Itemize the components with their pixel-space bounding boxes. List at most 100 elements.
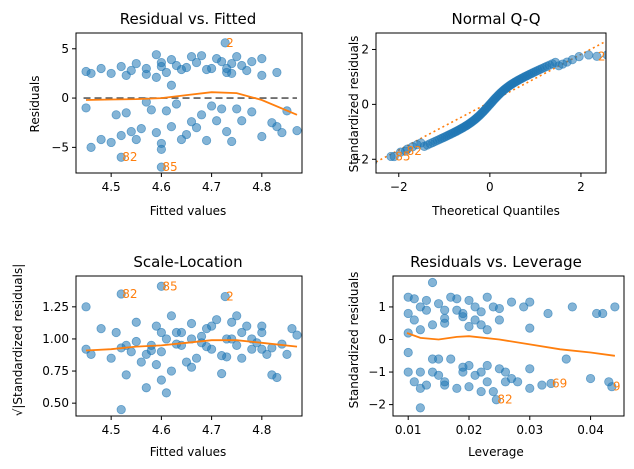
data-point [257, 344, 267, 354]
panel-title: Normal Q-Q [451, 10, 540, 28]
data-point [458, 362, 468, 372]
data-point [452, 305, 462, 315]
data-point [176, 327, 187, 338]
data-point [574, 52, 584, 62]
y-axis-label: Standardized residuals [347, 272, 361, 409]
outlier-label: 85 [162, 279, 177, 293]
y-axis-label: Standardized residuals [347, 36, 361, 173]
data-point [491, 395, 501, 405]
data-point [220, 38, 230, 48]
data-point [106, 137, 116, 148]
data-point [111, 327, 121, 338]
data-point [207, 101, 217, 111]
data-point [131, 134, 141, 145]
y-tick-label: 0 [61, 91, 69, 105]
data-point [217, 56, 227, 67]
data-point [584, 50, 594, 60]
data-point [171, 99, 182, 109]
data-point [161, 106, 171, 116]
data-point [232, 311, 242, 321]
data-point [415, 325, 425, 335]
y-tick-label: −1 [368, 365, 386, 379]
data-point [292, 126, 302, 136]
data-point [181, 62, 192, 73]
data-point [227, 317, 237, 327]
data-point [116, 152, 126, 162]
axes-frame [75, 32, 303, 174]
y-axis-label: Residuals [28, 76, 42, 133]
data-point [247, 107, 257, 117]
data-point [191, 353, 202, 363]
x-tick-label: 4.8 [252, 423, 271, 437]
data-point [141, 63, 151, 74]
data-point [156, 57, 166, 68]
data-point [227, 334, 237, 344]
data-point [488, 386, 498, 397]
data-point [116, 61, 126, 72]
data-point [196, 331, 207, 341]
data-point [476, 320, 486, 330]
data-point [257, 70, 267, 80]
data-point [242, 321, 252, 331]
data-point [427, 277, 438, 288]
data-point [151, 127, 161, 138]
data-point [116, 130, 126, 141]
data-point [196, 51, 207, 61]
data-point [403, 367, 413, 377]
data-point [464, 382, 474, 392]
data-point [141, 349, 151, 359]
x-axis-label: Theoretical Quantiles [431, 204, 560, 218]
data-point [482, 377, 492, 387]
smooth-line [406, 332, 616, 357]
data-point [186, 318, 197, 329]
data-point [476, 307, 486, 317]
data-point [440, 380, 450, 390]
x-tick-label: 0 [486, 180, 494, 194]
y-tick-label: 1 [378, 300, 386, 314]
data-point [403, 308, 413, 319]
x-tick-label: 4.6 [152, 180, 171, 194]
data-point [161, 67, 171, 78]
outlier-label: 2 [598, 49, 606, 63]
data-point [222, 126, 232, 137]
data-point [136, 357, 146, 367]
data-point [409, 294, 419, 304]
x-tick-label: 4.5 [102, 180, 121, 194]
data-point [389, 151, 399, 162]
data-point [186, 52, 197, 62]
data-point [458, 312, 468, 322]
x-axis-label: Fitted values [150, 445, 227, 459]
panel-scale-location: Scale-Location Fitted values √|Standardi… [11, 253, 303, 459]
data-point [141, 383, 151, 393]
outlier-label: 2 [226, 36, 234, 50]
data-point [401, 146, 411, 156]
data-point [421, 295, 432, 306]
outlier-label: 82 [497, 393, 512, 407]
data-point [86, 68, 96, 79]
data-point [121, 370, 131, 380]
data-point [181, 129, 192, 140]
data-point [494, 303, 504, 314]
data-point [161, 334, 171, 344]
data-point [409, 315, 419, 325]
data-point [525, 297, 535, 307]
data-point [156, 162, 166, 172]
outlier-label: 85 [162, 160, 177, 174]
x-tick-label: −2 [390, 180, 408, 194]
data-point [433, 354, 444, 364]
x-tick-label: 0.01 [395, 423, 422, 437]
x-tick-label: 0.02 [456, 423, 483, 437]
data-point [196, 110, 207, 120]
data-point [421, 305, 432, 315]
data-point [482, 360, 492, 371]
data-point [525, 323, 535, 333]
data-point [585, 373, 596, 384]
outlier-label: 9 [613, 380, 621, 394]
data-point [287, 324, 297, 334]
y-tick-label: −2 [368, 398, 386, 412]
data-point [267, 370, 277, 380]
y-tick-label: 5 [61, 42, 69, 56]
data-point [537, 380, 547, 390]
data-point [446, 354, 456, 364]
plot-area [403, 277, 620, 413]
